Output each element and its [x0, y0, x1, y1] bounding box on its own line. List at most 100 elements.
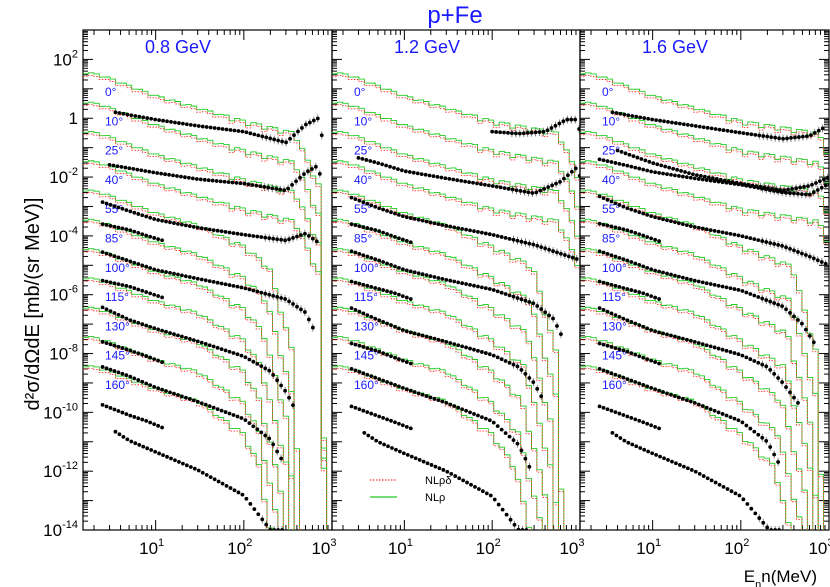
data-point [349, 222, 354, 227]
data-point [818, 179, 822, 184]
data-point [661, 171, 665, 176]
data-point [164, 389, 168, 393]
data-point [121, 111, 126, 116]
data-point [400, 358, 405, 363]
data-point [704, 343, 709, 348]
data-point [432, 396, 437, 401]
data-point [157, 451, 161, 456]
data-point [207, 404, 212, 409]
data-point [633, 380, 638, 384]
data-point [349, 195, 354, 200]
data-point [503, 359, 508, 363]
data-point [240, 492, 245, 497]
data-point [507, 293, 512, 298]
data-point [776, 302, 781, 307]
data-point [720, 412, 725, 416]
data-point [764, 438, 769, 443]
data-point [798, 185, 802, 190]
data-point [412, 331, 417, 336]
data-point [353, 405, 358, 410]
data-point [626, 440, 631, 445]
data-point [299, 307, 303, 312]
data-point [621, 375, 626, 380]
data-point [125, 437, 130, 442]
data-point [793, 135, 797, 140]
data-point [200, 124, 205, 129]
data-point [214, 179, 219, 183]
data-point [275, 449, 280, 454]
data-point [705, 125, 710, 130]
data-point [539, 394, 544, 399]
data-point [513, 131, 518, 136]
data-point [361, 253, 366, 258]
data-point [183, 175, 187, 180]
data-point [365, 410, 370, 415]
data-point [530, 191, 535, 195]
data-point [365, 346, 370, 350]
data-point [116, 225, 121, 230]
data-point [781, 136, 785, 141]
data-point [377, 206, 382, 211]
data-point [136, 287, 141, 292]
data-point [610, 431, 615, 435]
data-point [709, 126, 714, 131]
data-point [191, 338, 196, 343]
data-point [404, 387, 409, 392]
data-point [522, 189, 527, 194]
data-point [627, 152, 632, 157]
data-point [369, 284, 374, 289]
data-point [393, 264, 397, 269]
nlrho-curve [83, 101, 328, 530]
data-point [168, 331, 172, 335]
data-point [369, 227, 374, 231]
data-point [107, 162, 112, 167]
data-point [288, 136, 292, 141]
data-point [760, 296, 765, 301]
data-point [267, 236, 272, 241]
data-point [373, 257, 378, 262]
data-point [653, 170, 658, 175]
data-point [108, 202, 113, 207]
data-point [199, 277, 204, 282]
data-point [248, 131, 253, 136]
data-point [549, 126, 554, 130]
nlrhodelta-curve [580, 133, 829, 215]
data-point [605, 309, 610, 314]
data-point [688, 277, 693, 282]
data-point [801, 134, 805, 139]
data-point [807, 254, 812, 259]
data-point [400, 423, 405, 428]
data-point [148, 383, 153, 388]
data-point [428, 220, 433, 225]
data-point [720, 230, 725, 235]
data-point [357, 309, 362, 314]
data-point [617, 347, 622, 352]
data-point [112, 254, 117, 259]
data-point [468, 410, 472, 415]
data-point [511, 294, 516, 299]
data-point [637, 418, 642, 423]
data-point [144, 419, 149, 423]
data-point [491, 288, 496, 292]
data-point [712, 345, 717, 350]
data-point [780, 190, 784, 195]
data-point [669, 333, 673, 338]
data-point [393, 211, 397, 216]
data-point [621, 286, 626, 290]
data-point [476, 413, 480, 418]
data-point [239, 353, 244, 358]
data-point [745, 502, 750, 506]
data-point [515, 238, 520, 243]
data-point [160, 218, 164, 223]
data-point [629, 288, 634, 292]
data-point [400, 168, 404, 173]
data-point [637, 354, 642, 359]
nlrhodelta-curve [332, 192, 565, 530]
data-point [776, 243, 781, 247]
data-point [357, 281, 362, 286]
data-point [263, 291, 268, 296]
data-point [292, 133, 296, 138]
x-tick-label: 102 [476, 537, 501, 558]
data-point [697, 472, 702, 476]
nlrho-curve [332, 72, 580, 178]
